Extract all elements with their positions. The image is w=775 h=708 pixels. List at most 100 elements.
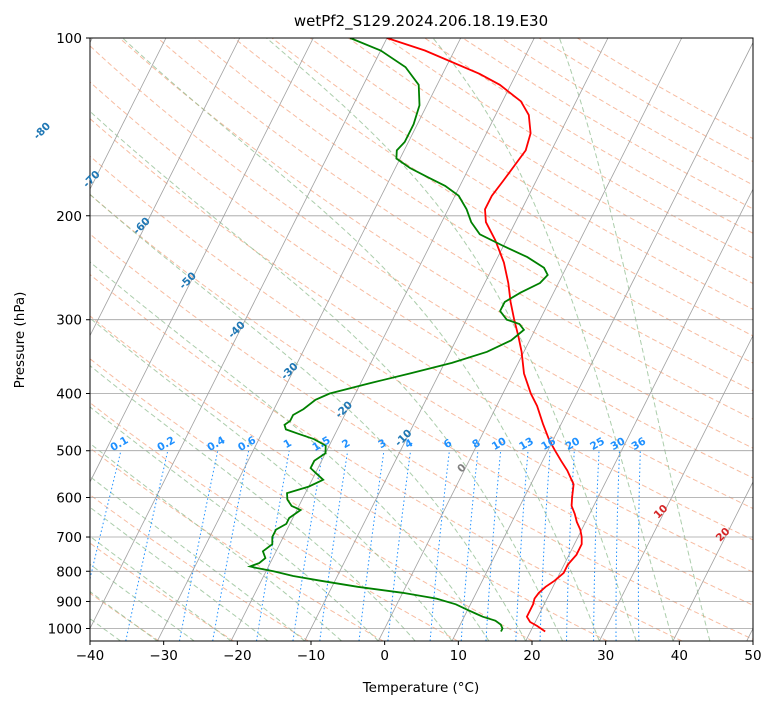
- x-tick-label: 30: [597, 648, 614, 664]
- dry-adiabat-label: -70: [81, 168, 103, 190]
- dewpoint-profile-line: [246, 38, 549, 632]
- mixing-ratio-line: [387, 450, 412, 641]
- y-tick-label: 400: [56, 387, 82, 403]
- isotherm-line: [672, 481, 753, 641]
- mixing-ratio-line: [485, 450, 502, 641]
- mixing-ratio-line: [539, 450, 551, 641]
- dry-adiabat-line: [90, 402, 459, 641]
- moist-adiabat-line: [90, 406, 379, 641]
- plot-area: [0, 38, 753, 641]
- dry-adiabat-label: -60: [131, 215, 153, 237]
- isotherm-line: [304, 38, 609, 641]
- y-tick-label: 100: [56, 31, 82, 47]
- x-tick-label: −10: [297, 648, 326, 664]
- mixing-ratio-line: [429, 450, 450, 641]
- mixing-ratio-line: [615, 450, 620, 641]
- x-tick-label: 40: [671, 648, 688, 664]
- moist-adiabat-line: [90, 535, 232, 641]
- mixing-ratio-label: 20: [563, 435, 582, 453]
- dry-adiabat-line: [90, 45, 753, 479]
- mixing-ratio-line: [637, 450, 641, 641]
- dry-adiabat-label: -80: [31, 120, 53, 142]
- y-axis-label: Pressure (hPa): [12, 292, 28, 389]
- x-tick-label: −40: [76, 648, 105, 664]
- dry-adiabat-line: [538, 38, 753, 163]
- mixing-ratio-label: 25: [588, 435, 607, 453]
- y-tick-label: 700: [56, 530, 82, 546]
- mixing-ratio-label: 10: [490, 435, 509, 453]
- mixing-ratio-label: 2: [340, 437, 352, 451]
- dry-adiabat-line: [271, 38, 753, 337]
- temperature-profile-line: [386, 38, 583, 633]
- x-axis-label: Temperature (°C): [362, 680, 480, 696]
- moist-adiabat-line: [90, 261, 490, 641]
- dry-adiabat-line: [90, 315, 608, 641]
- mixing-ratio-line: [319, 450, 349, 641]
- dry-adiabat-label: -30: [279, 360, 301, 382]
- mixing-ratio-line: [292, 450, 324, 641]
- dry-adiabat-line: [157, 38, 753, 420]
- axis-ticks: −40 −30 −20 −10 0 10 20 30 40 5010020030040050060…: [48, 31, 762, 664]
- mixing-ratio-line: [256, 450, 290, 641]
- isotherm-line: [90, 38, 241, 337]
- isotherm-line: [90, 38, 167, 190]
- mixing-ratio-line: [179, 450, 219, 641]
- isotherm-line: [599, 334, 753, 641]
- mixing-ratio-line: [515, 450, 529, 641]
- line-labels: -100-90-80-70-60-50-40-30-20-10010203040…: [0, 76, 733, 544]
- mixing-ratio-line: [212, 450, 250, 641]
- y-tick-label: 500: [56, 444, 82, 460]
- x-tick-label: 10: [450, 648, 467, 664]
- y-tick-label: 300: [56, 313, 82, 329]
- dry-adiabat-line: [90, 117, 753, 541]
- chart-title: wetPf2_S129.2024.206.18.19.E30: [294, 12, 548, 31]
- mixing-ratio-label: 4: [403, 437, 415, 451]
- isotherm-line: [230, 38, 535, 641]
- isotherm-line: [90, 38, 314, 483]
- plot-frame: [89, 37, 754, 642]
- dry-adiabat-label: -90: [0, 76, 2, 98]
- y-tick-label: 200: [56, 209, 82, 225]
- isotherm-line: [90, 38, 388, 630]
- moist-adiabat-line: [122, 38, 600, 641]
- dry-adiabat-label: 0: [455, 462, 469, 476]
- isotherm-line: [378, 38, 683, 641]
- moist-adiabat-line: [90, 442, 342, 641]
- moist-adiabat-line: [558, 38, 711, 641]
- mixing-ratio-label: 36: [629, 435, 648, 453]
- moist-adiabat-line: [266, 38, 637, 641]
- dry-adiabat-line: [0, 38, 10, 641]
- mixing-ratio-line: [358, 450, 385, 641]
- mixing-ratio-label: 3: [376, 437, 388, 451]
- y-tick-label: 1000: [48, 621, 82, 637]
- dry-adiabat-line: [90, 81, 753, 510]
- dry-adiabat-line: [233, 38, 753, 364]
- y-tick-label: 600: [56, 490, 82, 506]
- dry-adiabat-line: [90, 542, 234, 641]
- x-tick-label: 0: [380, 648, 389, 664]
- moist-adiabat-line: [432, 38, 674, 641]
- moist-adiabat-line: [90, 193, 527, 641]
- dry-adiabat-line: [462, 38, 753, 210]
- dry-adiabat-line: [90, 193, 753, 606]
- dry-adiabat-line: [90, 592, 160, 641]
- dry-adiabat-line: [195, 38, 753, 392]
- x-tick-label: −30: [149, 648, 178, 664]
- dry-adiabat-line: [90, 273, 683, 641]
- dry-adiabat-label: -40: [226, 319, 248, 341]
- x-tick-label: 50: [744, 648, 761, 664]
- dry-adiabat-label: -50: [177, 270, 199, 292]
- mixing-ratio-label: 8: [470, 437, 482, 451]
- x-tick-label: −20: [223, 648, 252, 664]
- dry-adiabat-line: [90, 447, 384, 641]
- mixing-ratio-label: 30: [609, 435, 628, 453]
- mixing-ratio-label: 1: [282, 437, 294, 451]
- mixing-ratio-label: 13: [517, 435, 536, 453]
- dry-adiabat-line: [309, 38, 753, 310]
- isotherm-line: [525, 188, 753, 641]
- x-tick-label: 20: [523, 648, 540, 664]
- dry-adiabat-label: -20: [333, 399, 355, 421]
- isotherm-line: [157, 38, 462, 641]
- mixing-ratio-line: [593, 450, 600, 641]
